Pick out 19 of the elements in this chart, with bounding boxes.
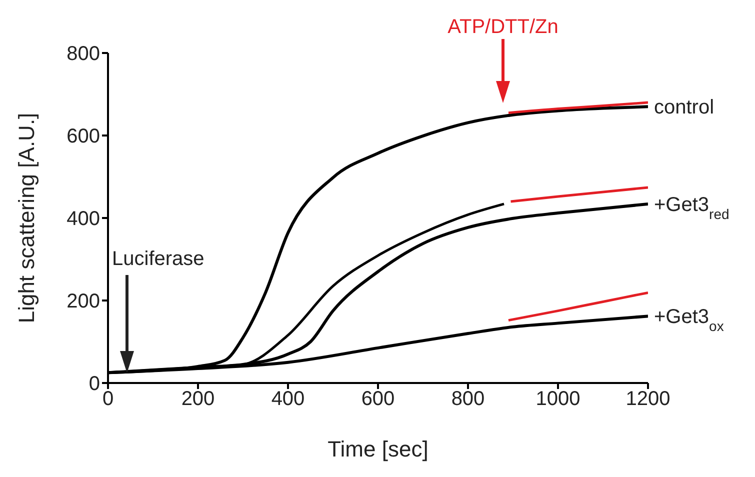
y-tick-label: 800 xyxy=(66,43,100,66)
y-tick-label: 600 xyxy=(66,126,100,148)
x-tick-label: 800 xyxy=(451,388,485,410)
text: ATP/DTT/Zn xyxy=(448,16,558,38)
y-tick-label: 400 xyxy=(66,208,100,230)
series-label: +Get3$_{red}$ xyxy=(654,194,730,222)
series-label: control xyxy=(654,96,714,119)
x-tick-label: 400 xyxy=(271,388,305,410)
y-axis-title: Light scattering [A.U.] xyxy=(14,112,39,324)
x-tick-label: 600 xyxy=(361,388,395,410)
x-tick-label: 1200 xyxy=(626,388,670,410)
y-tick-label: 0 xyxy=(88,373,100,396)
y-tick-label: 200 xyxy=(66,290,100,313)
x-axis-title: Time [sec] xyxy=(328,436,428,462)
series-label: +Get3$_{ox}$ xyxy=(654,306,724,334)
x-tick-label: 200 xyxy=(181,388,215,410)
annotation: Luciferase xyxy=(112,248,204,270)
x-tick-label: 0 xyxy=(102,388,114,410)
x-tick-label: 1000 xyxy=(536,388,580,410)
